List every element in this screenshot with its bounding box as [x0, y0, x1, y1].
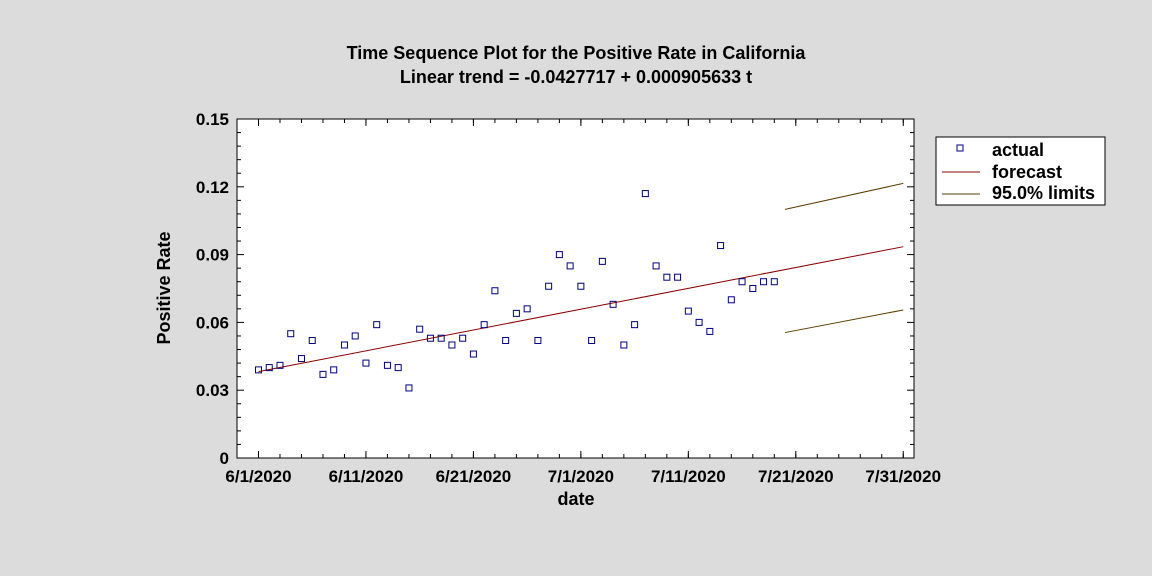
actual-point: [469, 350, 477, 358]
actual-point: [330, 366, 338, 374]
x-tick-label: 7/11/2020: [651, 467, 726, 486]
actual-point: [362, 359, 370, 367]
actual-point: [641, 190, 649, 198]
x-tick-label: 6/21/2020: [436, 467, 512, 486]
actual-point: [448, 341, 456, 349]
actual-point: [394, 364, 402, 372]
actual-point: [749, 285, 757, 292]
actual-point: [265, 364, 273, 372]
actual-point: [373, 321, 381, 329]
y-tick-label: 0.06: [196, 313, 229, 332]
actual-point: [491, 287, 499, 295]
y-tick-label: 0.09: [196, 246, 229, 265]
actual-point: [555, 251, 563, 259]
legend-actual-marker: [956, 144, 964, 152]
lower-limit-line: [784, 309, 904, 334]
upper-limit-line: [784, 182, 904, 210]
actual-point: [287, 330, 295, 338]
actual-point: [416, 325, 424, 333]
legend-limits-label: 95.0% limits: [992, 183, 1095, 203]
actual-point: [566, 262, 574, 270]
y-tick-label: 0.15: [196, 110, 229, 129]
actual-point: [695, 318, 703, 326]
actual-point: [631, 321, 639, 329]
chart-title: Time Sequence Plot for the Positive Rate…: [347, 43, 807, 63]
actual-point: [706, 327, 714, 335]
actual-point: [717, 242, 725, 250]
x-tick-label: 7/1/2020: [548, 467, 614, 486]
x-tick-label: 7/31/2020: [865, 467, 941, 486]
actual-point: [319, 370, 327, 378]
y-tick-labels: 0 0.03 0.06 0.09 0.12 0.15: [196, 110, 229, 468]
actual-point: [426, 334, 434, 342]
legend-forecast-label: forecast: [992, 162, 1062, 182]
actual-point: [480, 321, 488, 329]
actual-point: [588, 336, 596, 344]
actual-point: [738, 278, 746, 286]
actual-point: [351, 332, 359, 340]
actual-point: [609, 300, 617, 308]
actual-point: [437, 334, 445, 342]
actual-point: [663, 273, 671, 281]
actual-point: [308, 336, 316, 344]
actual-point: [340, 341, 348, 349]
actual-point: [502, 336, 510, 344]
actual-point: [512, 309, 520, 317]
actual-point: [760, 278, 768, 286]
actual-point: [383, 361, 391, 369]
actual-point: [545, 282, 553, 290]
axis-ticks: [237, 118, 914, 459]
x-axis-label: date: [557, 489, 594, 509]
actual-point: [276, 361, 284, 369]
actual-point: [523, 305, 531, 313]
actual-point: [577, 282, 585, 290]
y-axis-label: Positive Rate: [154, 231, 174, 344]
actual-point: [297, 355, 305, 363]
actual-point: [620, 341, 628, 349]
actual-point: [598, 257, 606, 265]
actual-point: [405, 384, 413, 392]
y-tick-label: 0.12: [196, 178, 229, 197]
chart-subtitle: Linear trend = -0.0427717 + 0.000905633 …: [400, 67, 752, 87]
x-tick-label: 6/11/2020: [329, 467, 404, 486]
actual-point: [459, 334, 467, 342]
plot-area: [236, 118, 915, 459]
actual-points: [254, 190, 778, 392]
actual-point: [684, 307, 692, 315]
actual-point: [534, 336, 542, 344]
actual-point: [674, 273, 682, 281]
y-tick-label: 0.03: [196, 381, 229, 400]
forecast-line: [258, 246, 904, 373]
actual-point: [254, 366, 262, 374]
x-tick-label: 6/1/2020: [225, 467, 291, 486]
y-tick-label: 0: [220, 449, 229, 468]
x-tick-labels: 6/1/2020 6/11/2020 6/21/2020 7/1/2020 7/11/2…: [225, 467, 941, 486]
actual-point: [770, 278, 778, 286]
actual-point: [727, 296, 735, 304]
actual-point: [652, 262, 660, 270]
legend-actual-label: actual: [992, 140, 1044, 160]
x-tick-label: 7/21/2020: [758, 467, 834, 486]
series-lines: [258, 182, 904, 373]
legend: actual forecast 95.0% limits: [935, 136, 1106, 206]
